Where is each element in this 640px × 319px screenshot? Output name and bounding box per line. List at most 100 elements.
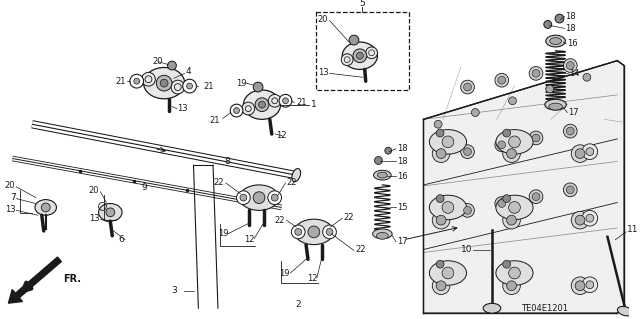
Circle shape — [432, 277, 450, 294]
Circle shape — [509, 97, 516, 105]
Circle shape — [436, 195, 444, 203]
Circle shape — [555, 14, 564, 23]
Circle shape — [544, 20, 552, 28]
Circle shape — [436, 149, 446, 159]
Ellipse shape — [483, 303, 500, 313]
Text: 13: 13 — [4, 205, 15, 214]
Circle shape — [253, 192, 265, 204]
Circle shape — [572, 277, 589, 294]
Ellipse shape — [429, 195, 467, 220]
Circle shape — [566, 127, 574, 135]
Circle shape — [461, 204, 474, 217]
Circle shape — [230, 104, 243, 117]
Ellipse shape — [550, 38, 561, 44]
Circle shape — [187, 83, 193, 89]
Circle shape — [436, 129, 444, 137]
Circle shape — [183, 79, 196, 93]
Ellipse shape — [374, 170, 391, 180]
Circle shape — [171, 80, 185, 94]
Text: 21: 21 — [210, 116, 220, 125]
Text: 22: 22 — [355, 245, 365, 254]
Polygon shape — [424, 61, 624, 313]
Ellipse shape — [545, 99, 566, 110]
Text: 20: 20 — [4, 182, 15, 190]
Text: 21: 21 — [204, 82, 214, 91]
Circle shape — [106, 208, 115, 217]
Circle shape — [582, 144, 598, 160]
Text: 12: 12 — [276, 131, 286, 140]
Circle shape — [563, 124, 577, 138]
Circle shape — [365, 47, 378, 59]
Circle shape — [160, 79, 168, 87]
Ellipse shape — [429, 130, 467, 154]
Circle shape — [436, 281, 446, 291]
Circle shape — [498, 141, 506, 149]
Text: 18: 18 — [397, 144, 408, 153]
Circle shape — [566, 186, 574, 194]
Text: 20: 20 — [89, 186, 99, 195]
Text: 16: 16 — [567, 40, 578, 48]
Ellipse shape — [496, 195, 533, 220]
Text: 13: 13 — [177, 104, 188, 113]
Text: 9: 9 — [141, 183, 147, 192]
Circle shape — [259, 101, 266, 108]
Circle shape — [436, 215, 446, 225]
Circle shape — [532, 70, 540, 77]
Circle shape — [156, 75, 172, 91]
Circle shape — [498, 76, 506, 84]
Circle shape — [575, 215, 585, 225]
Text: 13: 13 — [89, 214, 99, 223]
Text: 19: 19 — [218, 229, 228, 238]
Text: 22: 22 — [287, 178, 297, 188]
Circle shape — [253, 82, 263, 92]
Circle shape — [463, 83, 472, 91]
Circle shape — [503, 129, 511, 137]
Circle shape — [291, 225, 305, 239]
Text: 18: 18 — [397, 157, 408, 166]
Text: 15: 15 — [397, 203, 408, 212]
Circle shape — [495, 197, 509, 210]
Circle shape — [134, 78, 140, 84]
Circle shape — [503, 260, 511, 268]
Ellipse shape — [496, 261, 533, 285]
Text: 21: 21 — [296, 98, 307, 107]
Circle shape — [255, 98, 269, 112]
Circle shape — [586, 281, 594, 289]
Ellipse shape — [243, 90, 280, 119]
Text: 7: 7 — [10, 193, 16, 202]
Text: 22: 22 — [274, 216, 285, 225]
Circle shape — [434, 120, 442, 128]
Circle shape — [349, 35, 359, 45]
Circle shape — [463, 206, 472, 214]
Circle shape — [507, 149, 516, 159]
Circle shape — [282, 98, 289, 104]
Circle shape — [566, 62, 574, 70]
Text: 19: 19 — [237, 79, 247, 88]
Ellipse shape — [292, 168, 301, 182]
Text: 17: 17 — [397, 237, 408, 246]
Circle shape — [130, 74, 143, 88]
Ellipse shape — [429, 261, 467, 285]
Circle shape — [563, 183, 577, 197]
Ellipse shape — [99, 204, 122, 221]
Ellipse shape — [548, 103, 563, 110]
Circle shape — [326, 228, 333, 235]
Circle shape — [495, 138, 509, 152]
Circle shape — [503, 145, 520, 162]
Circle shape — [295, 228, 301, 235]
Circle shape — [507, 215, 516, 225]
Circle shape — [356, 52, 364, 59]
Circle shape — [532, 193, 540, 201]
Circle shape — [563, 59, 577, 72]
Circle shape — [509, 267, 520, 279]
Ellipse shape — [35, 200, 56, 215]
Circle shape — [461, 145, 474, 159]
Text: 12: 12 — [307, 274, 317, 283]
Circle shape — [432, 145, 450, 162]
Circle shape — [582, 277, 598, 293]
Circle shape — [503, 211, 520, 229]
Circle shape — [572, 211, 589, 229]
Ellipse shape — [376, 232, 388, 239]
Circle shape — [586, 148, 594, 156]
Text: 22: 22 — [213, 178, 224, 188]
